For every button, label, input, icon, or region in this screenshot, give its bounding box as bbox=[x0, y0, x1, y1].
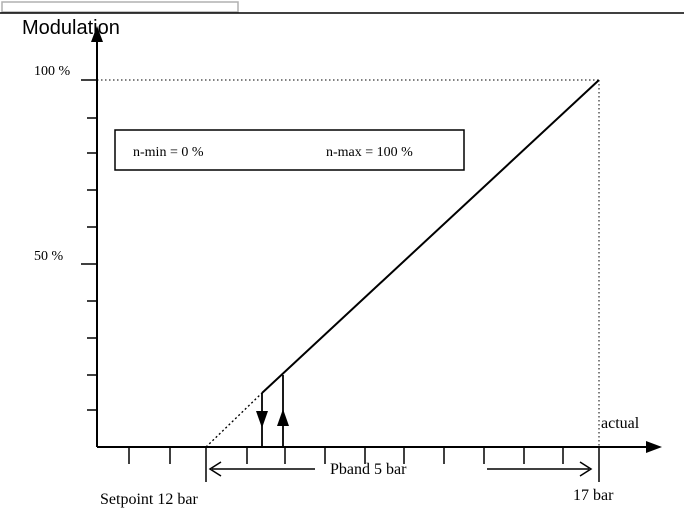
n-min-label: n-min = 0 % bbox=[133, 145, 204, 160]
modulation-line-dotted bbox=[205, 392, 263, 448]
y-axis-title: Modulation bbox=[22, 17, 120, 39]
pband-label: Pband 5 bar bbox=[330, 461, 407, 478]
y-axis-arrowhead bbox=[91, 26, 103, 42]
arrow-up-icon bbox=[277, 409, 289, 426]
pband-right-arrowhead bbox=[579, 461, 593, 477]
modulation-line bbox=[261, 79, 600, 394]
n-max-label: n-max = 100 % bbox=[326, 145, 413, 160]
x-axis-arrowhead bbox=[646, 441, 662, 453]
y-axis-ticks bbox=[81, 79, 97, 411]
arrow-down-icon bbox=[256, 411, 268, 428]
pband-left-arrowhead bbox=[208, 461, 222, 477]
top-tab-frame bbox=[1, 1, 239, 13]
x-axis-ticks bbox=[128, 447, 600, 482]
parameter-box bbox=[114, 129, 465, 171]
y-tick-label-100: 100 % bbox=[34, 64, 71, 79]
setpoint-label: Setpoint 12 bar bbox=[100, 491, 198, 508]
end-value-label: 17 bar bbox=[573, 487, 614, 504]
y-tick-label-50: 50 % bbox=[34, 249, 64, 264]
x-axis-title: actual bbox=[601, 415, 640, 432]
